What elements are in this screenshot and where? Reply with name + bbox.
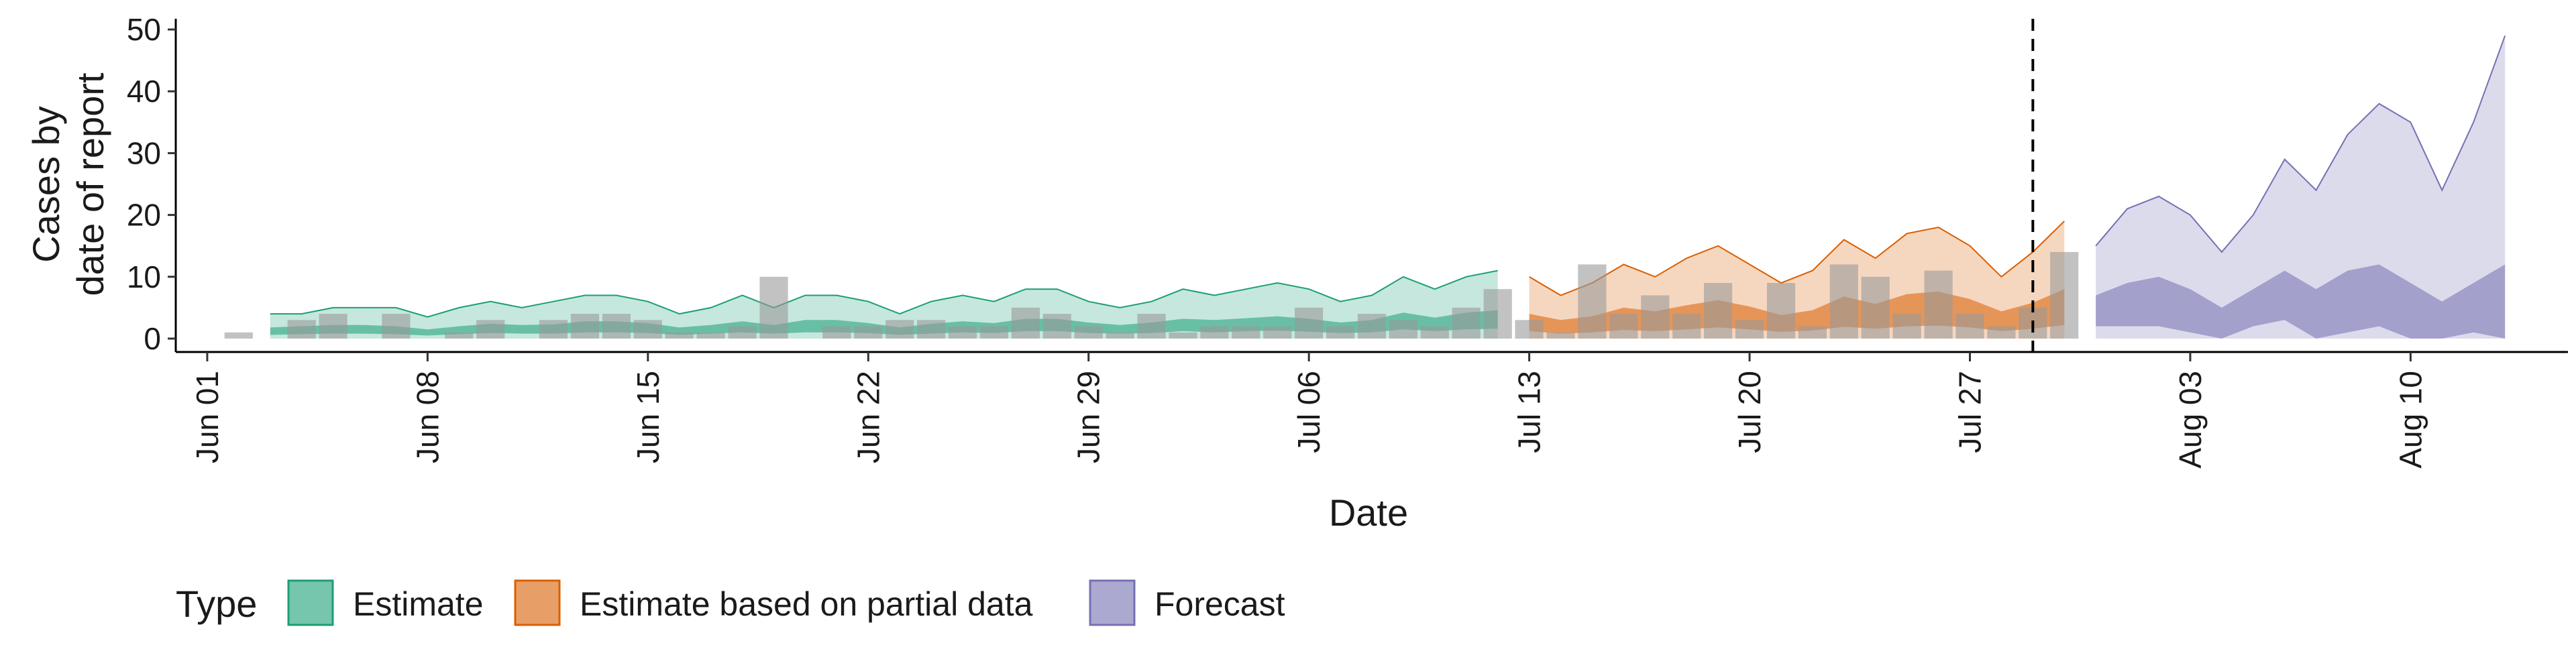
reported-bar-2020-07-11 xyxy=(1452,307,1481,339)
reported-bar-2020-07-18 xyxy=(1672,314,1701,339)
legend-title: Type xyxy=(176,583,257,625)
y-tick-label-3: 30 xyxy=(127,135,161,170)
reported-bar-2020-07-25 xyxy=(1892,314,1921,339)
reported-bar-2020-07-27 xyxy=(1955,314,1984,339)
reported-bar-2020-07-22 xyxy=(1798,326,1827,339)
reported-bar-2020-06-29 xyxy=(1074,326,1103,339)
reported-bar-2020-07-04 xyxy=(1232,326,1260,339)
y-tick-label-4: 40 xyxy=(127,74,161,109)
reported-bar-2020-07-17 xyxy=(1641,295,1670,339)
x-tick-label-5: Jul 06 xyxy=(1291,371,1326,453)
reported-bar-2020-07-16 xyxy=(1609,314,1638,339)
reported-bar-2020-06-22 xyxy=(854,326,883,339)
x-tick-label-0: Jun 01 xyxy=(190,371,225,463)
reported-bar-2020-06-16 xyxy=(665,332,694,339)
reported-bar-2020-07-28 xyxy=(1987,326,2016,339)
reported-bar-2020-06-18 xyxy=(728,326,757,339)
reported-bar-2020-07-14 xyxy=(1546,332,1575,339)
y-axis-title-line-2: date of report xyxy=(69,72,111,296)
x-tick-label-7: Jul 20 xyxy=(1732,371,1767,453)
reported-bar-2020-06-30 xyxy=(1106,332,1134,339)
reported-bar-2020-06-17 xyxy=(696,332,725,339)
reported-bar-2020-07-21 xyxy=(1766,283,1796,339)
series-1-outer-band-edge xyxy=(270,270,1498,318)
reported-bar-2020-07-12 xyxy=(1483,289,1512,339)
legend-key-1 xyxy=(287,579,334,626)
reported-bar-2020-07-13 xyxy=(1515,320,1544,339)
reported-bar-2020-07-19 xyxy=(1704,283,1733,339)
x-tick-label-3: Jun 22 xyxy=(851,371,885,463)
reported-bar-2020-07-08 xyxy=(1357,314,1387,339)
legend-label-2: Estimate based on partial data xyxy=(580,585,1033,623)
reported-bar-2020-06-09 xyxy=(445,332,474,339)
reported-bar-2020-07-02 xyxy=(1169,332,1197,339)
x-tick-label-1: Jun 08 xyxy=(410,371,445,463)
reported-bar-2020-07-26 xyxy=(1924,270,1953,339)
axes-layer: 0 10 20 30 40 50 Jun 01 Jun 08 Jun 15 Jun 22 Jun 2… xyxy=(25,12,2568,534)
x-tick-label-2: Jun 15 xyxy=(631,371,665,463)
legend-label-1: Estimate xyxy=(353,585,484,623)
reported-bar-2020-07-24 xyxy=(1861,276,1890,339)
reported-bar-2020-07-03 xyxy=(1200,326,1229,339)
series-3-outer-band xyxy=(2096,36,2506,339)
reported-bar-2020-07-15 xyxy=(1578,264,1607,339)
ci-bands-layer xyxy=(270,35,2506,339)
reported-bar-2020-06-04 xyxy=(287,320,316,339)
y-tick-label-5: 50 xyxy=(127,12,161,47)
y-tick-label-0: 0 xyxy=(144,321,161,356)
reported-bar-2020-07-05 xyxy=(1263,326,1292,339)
legend-key-3 xyxy=(1089,579,1136,626)
reported-bar-2020-07-20 xyxy=(1735,320,1764,339)
reported-bar-2020-06-12 xyxy=(539,320,568,339)
reported-bar-2020-07-23 xyxy=(1829,264,1858,339)
reported-bar-2020-06-21 xyxy=(822,326,851,339)
y-axis-title-line-1: Cases by xyxy=(25,106,67,262)
reported-bar-2020-07-06 xyxy=(1295,307,1324,339)
reported-bar-2020-06-13 xyxy=(570,314,600,339)
y-tick-label-1: 10 xyxy=(127,259,161,294)
y-tick-label-2: 20 xyxy=(127,198,161,233)
x-tick-label-9: Aug 03 xyxy=(2173,371,2208,469)
series-3-outer-band-edge xyxy=(2095,35,2506,253)
x-tick-label-10: Aug 10 xyxy=(2393,371,2428,469)
x-tick-label-8: Jul 27 xyxy=(1953,371,1988,453)
reported-bar-2020-06-28 xyxy=(1042,314,1071,339)
reported-bar-2020-07-07 xyxy=(1326,326,1355,339)
reported-bars-layer xyxy=(224,251,2079,339)
legend: Type Estimate Estimate based on partial da… xyxy=(176,579,1285,626)
x-axis-title: Date xyxy=(1329,491,1408,534)
x-tick-label-4: Jun 29 xyxy=(1071,371,1106,463)
reported-bar-2020-06-19 xyxy=(759,276,788,339)
reported-bar-2020-06-23 xyxy=(885,320,914,339)
series-2-outer-band-edge xyxy=(1529,221,2065,296)
legend-key-2 xyxy=(514,579,561,626)
reported-bar-2020-07-30 xyxy=(2050,251,2079,339)
reported-bar-2020-07-10 xyxy=(1420,326,1449,339)
reported-bar-2020-06-05 xyxy=(319,314,347,339)
reported-bar-2020-07-01 xyxy=(1137,314,1166,339)
reported-bar-2020-06-10 xyxy=(476,320,505,339)
series-3-inner-band xyxy=(2096,264,2506,339)
reported-bar-2020-06-15 xyxy=(633,320,662,339)
reported-bar-2020-06-27 xyxy=(1011,307,1040,339)
reported-bar-2020-06-25 xyxy=(948,326,977,339)
reported-bar-2020-06-24 xyxy=(917,320,946,339)
reported-bar-2020-06-07 xyxy=(382,314,411,339)
reported-bar-2020-07-09 xyxy=(1389,320,1417,339)
reported-bar-2020-06-26 xyxy=(979,326,1008,339)
reported-bar-2020-06-14 xyxy=(602,314,631,339)
reported-bar-2020-06-02 xyxy=(224,332,253,339)
x-tick-label-6: Jul 13 xyxy=(1512,371,1547,453)
legend-label-3: Forecast xyxy=(1155,585,1285,623)
